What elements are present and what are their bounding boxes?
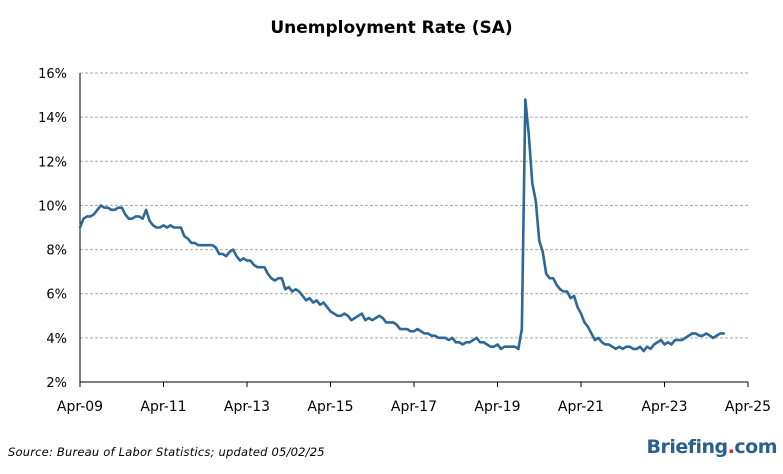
x-tick-label: Apr-17 xyxy=(391,399,437,415)
y-tick-label: 12% xyxy=(38,155,67,170)
x-tick-label: Apr-25 xyxy=(725,399,771,415)
x-tick-label: Apr-15 xyxy=(307,399,353,415)
x-tick-label: Apr-21 xyxy=(558,399,604,415)
logo-tld: com xyxy=(734,436,777,458)
x-tick-label: Apr-13 xyxy=(224,399,270,415)
x-tick-label: Apr-11 xyxy=(140,399,186,415)
y-tick-label: 16% xyxy=(38,67,67,82)
unemployment-rate-line xyxy=(78,98,725,353)
gridlines xyxy=(80,72,748,339)
x-tick-label: Apr-09 xyxy=(57,399,103,415)
axes: 2% 4% 6% 8% 10% 12% 14% 16% Apr-09 Apr-11 Apr-13 Ap… xyxy=(38,67,771,415)
logo-name: Briefing xyxy=(646,436,728,458)
y-tick-label: 6% xyxy=(46,288,67,303)
y-tick-label: 2% xyxy=(46,376,67,391)
y-tick-label: 10% xyxy=(38,199,67,214)
x-tick-label: Apr-23 xyxy=(641,399,687,415)
chart-title: Unemployment Rate (SA) xyxy=(270,18,513,38)
y-tick-label: 4% xyxy=(46,332,67,347)
source-note: Source: Bureau of Labor Statistics; upda… xyxy=(8,445,325,459)
briefing-logo[interactable]: Briefing.com xyxy=(646,436,777,458)
series xyxy=(78,98,725,353)
y-tick-label: 14% xyxy=(38,111,67,126)
logo-dot: . xyxy=(727,436,735,458)
x-tick-label: Apr-19 xyxy=(474,399,520,415)
y-tick-label: 8% xyxy=(46,244,67,259)
